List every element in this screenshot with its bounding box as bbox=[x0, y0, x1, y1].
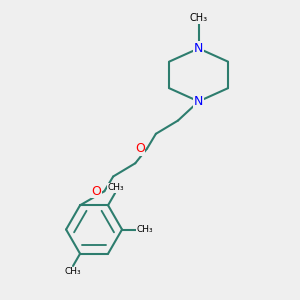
Text: CH₃: CH₃ bbox=[64, 267, 81, 276]
Text: O: O bbox=[135, 142, 145, 155]
Text: CH₃: CH₃ bbox=[107, 183, 124, 192]
Text: O: O bbox=[91, 185, 101, 198]
Text: CH₃: CH₃ bbox=[136, 225, 153, 234]
Text: N: N bbox=[194, 42, 203, 55]
Text: N: N bbox=[194, 95, 203, 108]
Text: CH₃: CH₃ bbox=[190, 13, 208, 23]
